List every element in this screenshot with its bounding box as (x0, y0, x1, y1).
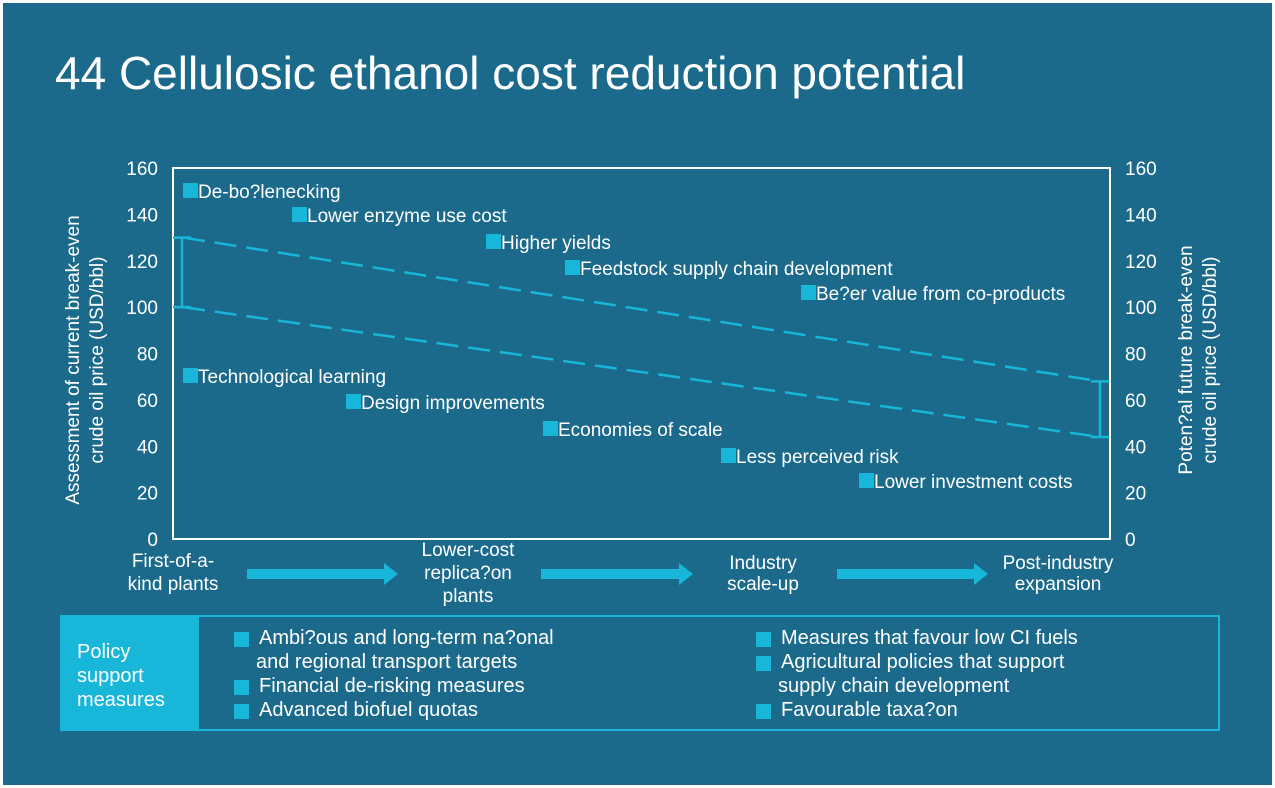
y-axis-label-left: Assessment of current break-even crude oi… (63, 215, 108, 504)
y-tick-label-right: 120 (1125, 252, 1157, 273)
driver-label-marker (183, 183, 198, 198)
stage-label-line: Post-industry (1003, 553, 1114, 574)
stage-arrow (247, 563, 398, 585)
driver-label-marker (486, 234, 501, 249)
plot-area (172, 167, 1111, 540)
series-line (182, 305, 1101, 439)
driver-label-marker (565, 260, 580, 275)
stage-label: First-of-a-kind plants (128, 551, 219, 595)
y-tick-label-left: 100 (126, 298, 158, 319)
stage-label: Industry scale-up (727, 553, 799, 595)
y-tick-label-left: 80 (137, 345, 158, 366)
policy-bullet (756, 632, 771, 647)
stage-axis: First-of-a-kind plants Lower-cost replica?… (128, 540, 1114, 607)
stage-label-line: Industry (729, 553, 797, 574)
y-tick-label-right: 60 (1125, 391, 1146, 412)
driver-label-marker (346, 394, 361, 409)
series-lines (173, 236, 1109, 439)
policy-label: Policy support measures (62, 617, 199, 729)
driver-label: Lower investment costs (874, 472, 1073, 493)
driver-label-marker (183, 368, 198, 383)
y-tick-label-right: 100 (1125, 298, 1157, 319)
stage-arrow (541, 563, 693, 585)
axis-ticks: 0 0 20 20 40 40 60 60 80 80 100 100 120 120 140 140 160 1… (126, 159, 1156, 551)
driver-labels: De-bo?lenecking Lower enzyme use cost High… (183, 182, 1073, 493)
driver-label: Economies of scale (558, 420, 723, 441)
axis-title-line: Assessment of current break-even (63, 215, 84, 504)
policy-item: Agricultural policies that support (781, 651, 1065, 673)
page-title: 44 Cellulosic ethanol cost reduction pot… (55, 47, 966, 99)
stage-arrow (837, 563, 988, 585)
slide-background (3, 3, 1272, 785)
policy-item: Favourable taxa?on (781, 699, 958, 721)
policy-bullet (234, 632, 249, 647)
y-tick-label-left: 0 (147, 530, 158, 551)
policy-bullet (756, 656, 771, 671)
driver-label: De-bo?lenecking (198, 182, 341, 203)
policy-bullet (234, 680, 249, 695)
stage-label-line: First-of-a- (132, 551, 214, 572)
policy-item: Ambi?ous and long-term na?onal (259, 627, 554, 649)
policy-item: Measures that favour low CI fuels (781, 627, 1078, 649)
policy-item: Advanced biofuel quotas (259, 699, 479, 721)
axis-title-line: crude oil price (USD/bbl) (1200, 257, 1221, 464)
y-tick-label-left: 160 (126, 159, 158, 180)
driver-label-marker (801, 285, 816, 300)
driver-label-marker (859, 473, 874, 488)
driver-label: Technological learning (198, 367, 386, 388)
driver-label: Lower enzyme use cost (307, 206, 507, 227)
y-tick-label-right: 140 (1125, 205, 1157, 226)
plot-frame (172, 167, 1111, 540)
y-tick-label-right: 80 (1125, 345, 1146, 366)
y-axis-label-right: Poten?al future break-even crude oil pric… (1176, 245, 1221, 474)
policy-bullet (756, 704, 771, 719)
driver-label: Be?er value from co-products (816, 284, 1065, 305)
policy-item: and regional transport targets (256, 651, 518, 673)
driver-label: Higher yields (501, 233, 611, 254)
y-tick-label-left: 120 (126, 252, 158, 273)
stage-label: Post-industry expansion (1003, 553, 1114, 595)
stage-label-line: Lower-cost (422, 540, 516, 561)
policy-item: Financial de-risking measures (259, 675, 525, 697)
y-tick-label-right: 40 (1125, 437, 1146, 458)
policy-bullet (234, 704, 249, 719)
chart: 0 0 20 20 40 40 60 60 80 80 100 100 120 120 140 140 160 1… (63, 159, 1221, 607)
stage-label-line: plants (443, 586, 494, 607)
driver-label-marker (292, 207, 307, 222)
policy-item: supply chain development (778, 675, 1010, 697)
y-tick-label-left: 40 (137, 437, 158, 458)
stage-label-line: expansion (1015, 574, 1102, 595)
driver-label-marker (721, 448, 736, 463)
series-line (182, 236, 1101, 383)
driver-label: Less perceived risk (736, 447, 899, 468)
y-tick-label-left: 60 (137, 391, 158, 412)
stage-label-line: kind plants (128, 574, 219, 595)
stage-label-line: scale-up (727, 574, 799, 595)
y-tick-label-left: 140 (126, 205, 158, 226)
stage-label-line: replica?on (424, 563, 512, 584)
driver-label: Feedstock supply chain development (580, 259, 893, 280)
axis-title-line: crude oil price (USD/bbl) (87, 257, 108, 464)
y-tick-label-right: 160 (1125, 159, 1157, 180)
stage-label: Lower-cost replica?on plants (422, 540, 516, 607)
y-tick-label-right: 20 (1125, 484, 1146, 505)
y-tick-label-left: 20 (137, 484, 158, 505)
driver-label-marker (543, 421, 558, 436)
y-tick-label-right: 0 (1125, 530, 1136, 551)
policy-panel: Policy support measures Ambi?ous and lon… (60, 615, 1220, 731)
driver-label: Design improvements (361, 393, 545, 414)
axis-title-line: Poten?al future break-even (1176, 245, 1197, 474)
